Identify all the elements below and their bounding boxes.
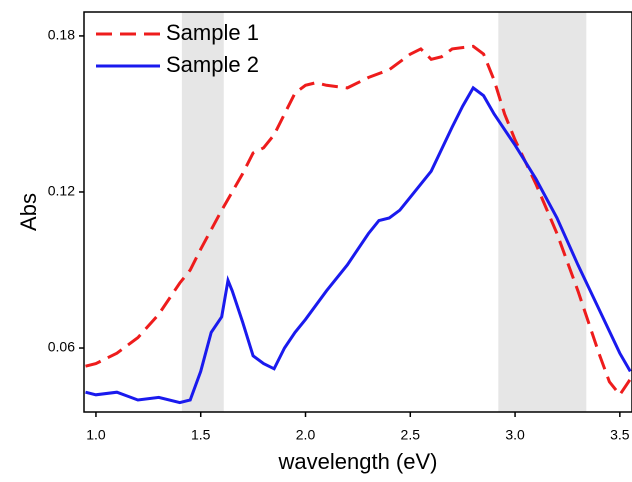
plot-area: [85, 12, 632, 412]
y-tick-label: 0.18: [48, 27, 75, 43]
legend-label: Sample 1: [166, 20, 259, 45]
y-tick-label: 0.06: [48, 339, 75, 355]
x-tick-label: 2.0: [296, 427, 316, 443]
plot-frame: [83, 11, 632, 413]
shaded-region: [498, 12, 587, 412]
y-tick-label: 0.12: [48, 183, 75, 199]
shaded-region: [181, 12, 224, 412]
x-tick-label: 3.5: [610, 427, 630, 443]
data-line: [85, 85, 632, 405]
x-tick-label: 2.5: [401, 427, 421, 443]
legend-label: Sample 2: [166, 52, 259, 77]
x-tick-label: 3.0: [505, 427, 525, 443]
data-line: [85, 44, 632, 398]
x-tick-label: 1.5: [191, 427, 211, 443]
y-axis-label: Abs: [16, 193, 41, 231]
x-tick-label: 1.0: [86, 427, 106, 443]
x-axis-label: wavelength (eV): [278, 449, 438, 474]
